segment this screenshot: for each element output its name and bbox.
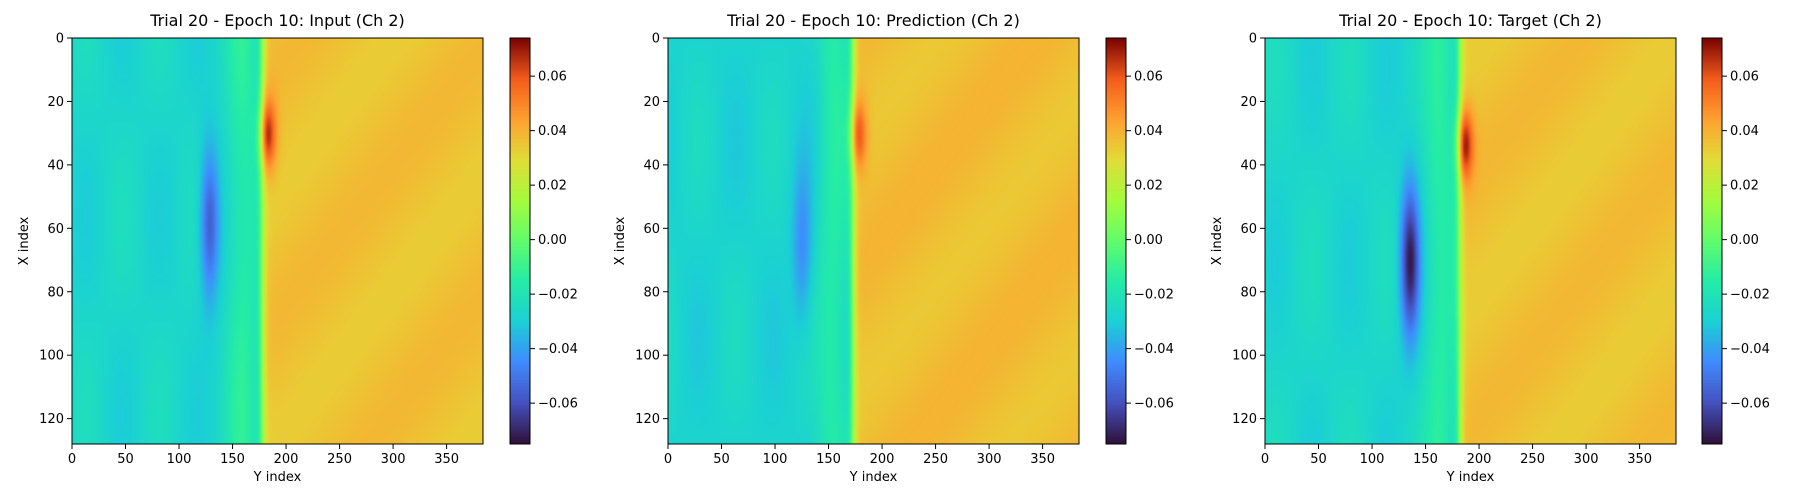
colorbar-tick-label: −0.06	[1730, 397, 1770, 412]
y-tick-label: 0	[652, 32, 660, 47]
x-tick-label: 0	[1261, 452, 1269, 467]
y-tick-label: 60	[1240, 222, 1257, 237]
colorbar-tick-label: 0.00	[1134, 233, 1163, 248]
x-tick-label: 100	[763, 452, 788, 467]
y-tick-label: 60	[643, 222, 660, 237]
colorbar-tick-label: −0.06	[1134, 397, 1174, 412]
y-tick-label: 100	[635, 349, 660, 364]
x-tick-label: 150	[816, 452, 841, 467]
colorbar-tick-label: −0.04	[1134, 342, 1174, 357]
y-tick-label: 80	[643, 285, 660, 300]
y-tick-label: 20	[1240, 95, 1257, 110]
y-tick-label: 20	[643, 95, 660, 110]
x-tick-label: 100	[1360, 452, 1385, 467]
x-tick-label: 200	[870, 452, 895, 467]
colorbar: 0.06 0.04 0.02 0.00 −0.02 −0.04 −0.06	[1105, 37, 1174, 445]
colorbar-tick-label: −0.02	[538, 288, 578, 303]
y-tick-label: 100	[1232, 349, 1257, 364]
heatmap-panel-2: Trial 20 - Epoch 10: Prediction (Ch 2) 0 5…	[613, 11, 1174, 485]
x-axis-label: Y index	[1446, 470, 1495, 485]
colorbar-tick-label: 0.00	[538, 233, 567, 248]
colorbar-tick-label: −0.02	[1134, 288, 1174, 303]
colorbar-frame	[1105, 37, 1127, 445]
colorbar-frame	[1701, 37, 1723, 445]
y-tick-label: 120	[635, 412, 660, 427]
y-tick-label: 100	[39, 349, 64, 364]
y-tick-label: 0	[56, 32, 64, 47]
y-axis-label: X index	[613, 216, 628, 265]
x-axis-label: Y index	[849, 470, 898, 485]
colorbar-tick-label: 0.04	[1134, 124, 1163, 139]
x-tick-label: 50	[117, 452, 134, 467]
x-tick-label: 0	[68, 452, 76, 467]
colorbar-frame	[509, 37, 531, 445]
y-tick-label: 120	[1232, 412, 1257, 427]
x-tick-label: 50	[1310, 452, 1327, 467]
y-tick-label: 40	[1240, 158, 1257, 173]
colorbar-tick-label: 0.02	[1730, 179, 1759, 194]
colorbar-tick-label: −0.04	[1730, 342, 1770, 357]
x-tick-label: 250	[1520, 452, 1545, 467]
colorbar-tick-label: −0.06	[538, 397, 578, 412]
x-tick-label: 100	[167, 452, 192, 467]
heatmap-image	[72, 38, 483, 444]
colorbar: 0.06 0.04 0.02 0.00 −0.02 −0.04 −0.06	[509, 37, 578, 445]
panel-title: Trial 20 - Epoch 10: Target (Ch 2)	[1338, 11, 1602, 30]
x-tick-label: 300	[977, 452, 1002, 467]
y-tick-label: 20	[47, 95, 64, 110]
colorbar-tick-label: 0.04	[1730, 124, 1759, 139]
panel-title: Trial 20 - Epoch 10: Input (Ch 2)	[149, 11, 405, 30]
colorbar-gradient	[1702, 38, 1722, 444]
x-tick-label: 300	[381, 452, 406, 467]
x-tick-label: 150	[220, 452, 245, 467]
colorbar-tick-label: −0.04	[538, 342, 578, 357]
x-tick-label: 250	[923, 452, 948, 467]
y-axis-label: X index	[17, 216, 32, 265]
x-tick-label: 50	[713, 452, 730, 467]
colorbar-tick-label: 0.06	[1730, 70, 1759, 85]
x-tick-label: 350	[434, 452, 459, 467]
colorbar-tick-label: 0.04	[538, 124, 567, 139]
colorbar-tick-label: 0.02	[538, 179, 567, 194]
y-tick-label: 80	[1240, 285, 1257, 300]
y-tick-label: 80	[47, 285, 64, 300]
y-tick-label: 120	[39, 412, 64, 427]
x-tick-label: 200	[274, 452, 299, 467]
panel-title: Trial 20 - Epoch 10: Prediction (Ch 2)	[726, 11, 1020, 30]
x-tick-label: 200	[1467, 452, 1492, 467]
heatmap-image	[668, 38, 1079, 444]
y-tick-label: 40	[643, 158, 660, 173]
colorbar-tick-label: −0.02	[1730, 288, 1770, 303]
x-tick-label: 350	[1030, 452, 1055, 467]
plot-frame	[1264, 37, 1677, 445]
x-axis-label: Y index	[253, 470, 302, 485]
heatmap-image	[1265, 38, 1676, 444]
colorbar-tick-label: 0.06	[538, 70, 567, 85]
colorbar-gradient	[510, 38, 530, 444]
colorbar-tick-label: 0.02	[1134, 179, 1163, 194]
colorbar: 0.06 0.04 0.02 0.00 −0.02 −0.04 −0.06	[1701, 37, 1770, 445]
x-tick-label: 300	[1574, 452, 1599, 467]
plot-frame	[667, 37, 1080, 445]
y-axis-label: X index	[1210, 216, 1225, 265]
y-tick-label: 60	[47, 222, 64, 237]
heatmap-panel-1: Trial 20 - Epoch 10: Input (Ch 2) 0 50 100 1…	[17, 11, 578, 485]
heatmap-panel-3: Trial 20 - Epoch 10: Target (Ch 2) 0 50 100…	[1210, 11, 1770, 485]
x-tick-label: 250	[327, 452, 352, 467]
y-tick-label: 0	[1249, 32, 1257, 47]
x-tick-label: 150	[1413, 452, 1438, 467]
y-tick-label: 40	[47, 158, 64, 173]
x-tick-label: 0	[664, 452, 672, 467]
colorbar-tick-label: 0.06	[1134, 70, 1163, 85]
colorbar-gradient	[1106, 38, 1126, 444]
colorbar-tick-label: 0.00	[1730, 233, 1759, 248]
plot-frame	[71, 37, 484, 445]
x-tick-label: 350	[1627, 452, 1652, 467]
